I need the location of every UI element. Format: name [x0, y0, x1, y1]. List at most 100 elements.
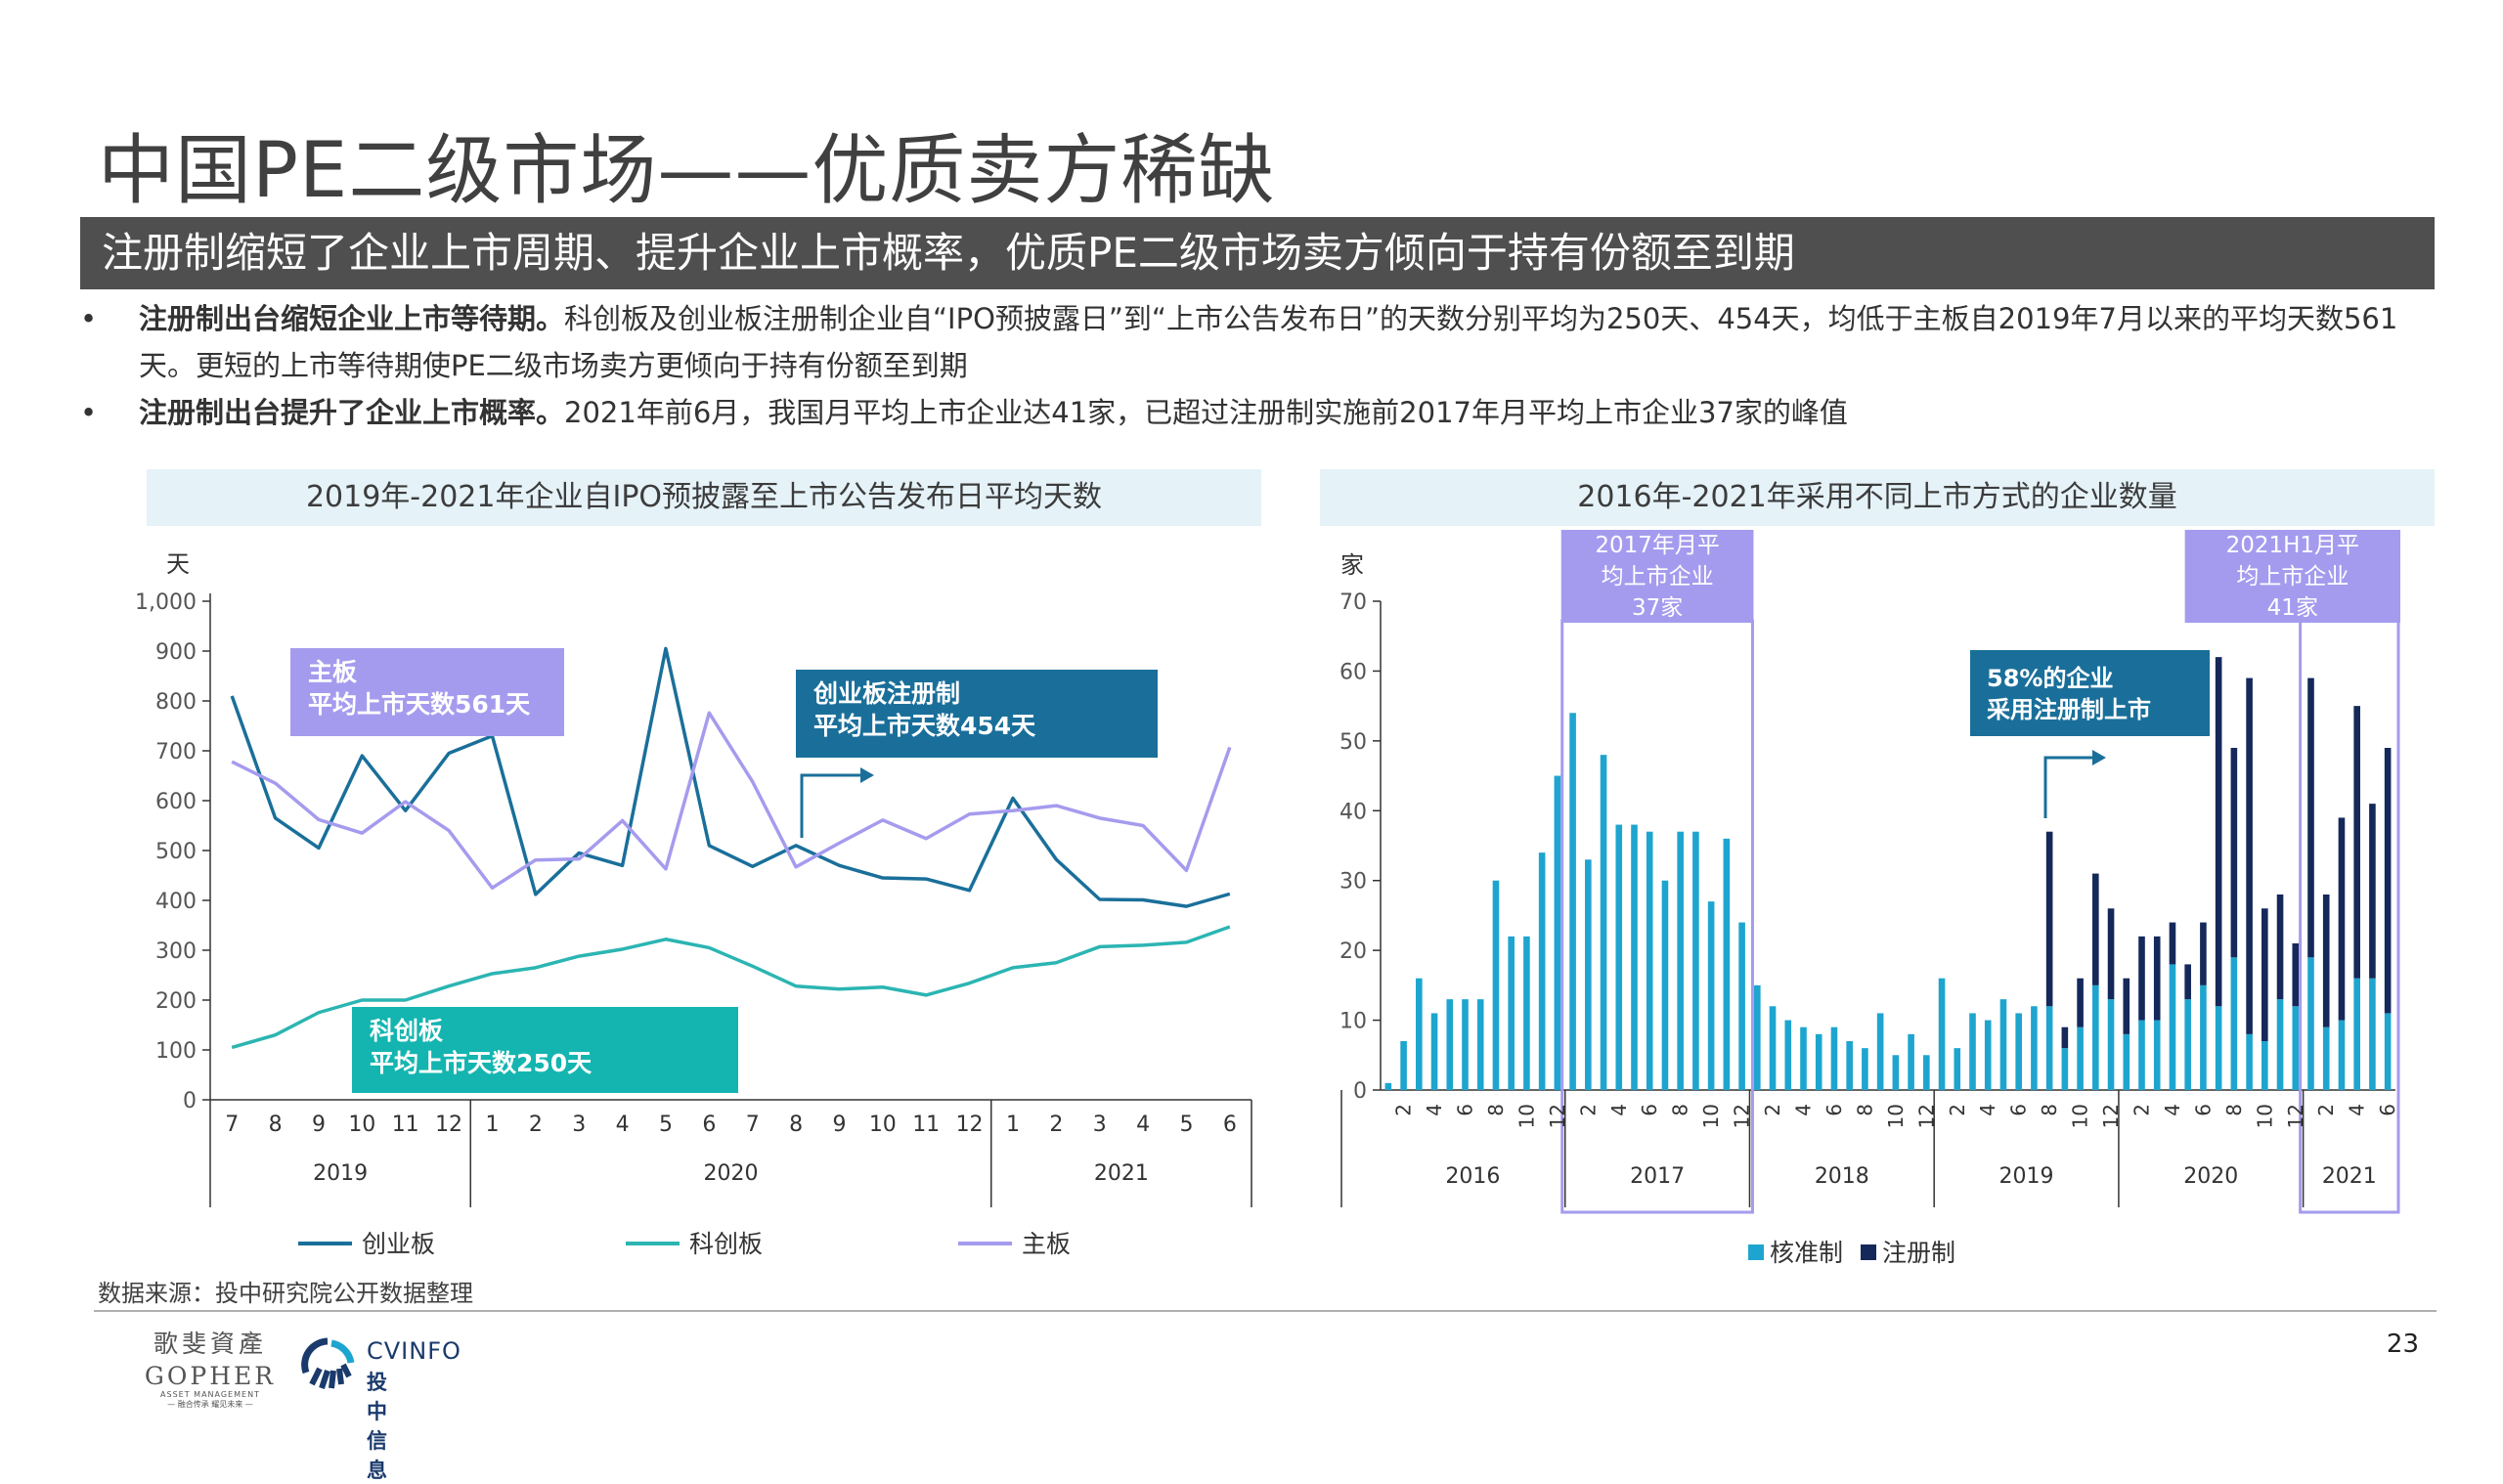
bar-zhuce [2292, 943, 2300, 1007]
bar-hezhun [2092, 984, 2099, 1090]
bar-zhuce [2169, 922, 2176, 965]
page-number: 23 [2386, 1330, 2419, 1359]
bar-hezhun [2061, 1048, 2069, 1090]
x-tick-label: 1 [1006, 1113, 1020, 1137]
bar-hezhun [1462, 999, 1469, 1090]
x-tick-label: 6 [702, 1113, 716, 1137]
y-tick-label: 900 [155, 640, 197, 665]
cyb-annotation-label: 创业板注册制 [812, 679, 960, 708]
x-group-label: 2020 [2183, 1164, 2238, 1189]
bar-hezhun [1800, 1026, 1807, 1090]
footer-divider [94, 1310, 2437, 1312]
x-tick-label: 2 [2130, 1104, 2154, 1116]
x-group-label: 2021 [2322, 1164, 2377, 1189]
bar-hezhun [1430, 1013, 1438, 1090]
x-tick-label: 9 [312, 1113, 326, 1137]
bullet-list: • 注册制出台缩短企业上市等待期。科创板及创业板注册制企业自“IPO预披露日”到“… [80, 295, 2427, 436]
cvinfo-logo: CVINFO 投中信息 [298, 1337, 461, 1482]
x-tick-label: 10 [2069, 1104, 2092, 1128]
bar-hezhun [2230, 957, 2238, 1090]
bar-hezhun [1999, 999, 2007, 1090]
cvinfo-cn: 投中信息 [367, 1371, 387, 1482]
bar-zhuce [2138, 936, 2145, 1021]
x-group-label: 2021 [1094, 1161, 1149, 1186]
bar-hezhun [1476, 999, 1484, 1090]
bar-hezhun [1600, 755, 1607, 1090]
bar-hezhun [1784, 1020, 1792, 1090]
x-group-label: 2017 [1630, 1164, 1685, 1189]
x-tick-label: 2 [1946, 1104, 1969, 1116]
bar-hezhun [2384, 1013, 2392, 1090]
bar-zhuce [2338, 817, 2346, 1021]
y-tick-label: 300 [155, 939, 197, 964]
y-tick-label: 600 [155, 790, 197, 814]
line-chart: 天 0 100 200 300 400 500 600 700 800 900 1,000 7 8 9 10 1… [135, 550, 1252, 1258]
x-tick-label: 6 [2191, 1104, 2215, 1116]
annotation-zhuce-label: 采用注册制上市 [1987, 696, 2151, 723]
bar-hezhun [2153, 1020, 2161, 1090]
legend-label: 主板 [1022, 1230, 1071, 1258]
bar-hezhun [2107, 999, 2115, 1090]
y-tick-label: 500 [155, 840, 197, 864]
bar-hezhun [1815, 1033, 1822, 1090]
series-line-cyb [230, 646, 1231, 908]
x-tick-label: 10 [1884, 1104, 1908, 1128]
bar-hezhun [1569, 713, 1576, 1090]
bar-zhuce [2307, 677, 2314, 958]
cvinfo-en: CVINFO [367, 1337, 461, 1365]
x-tick-label: 1 [485, 1113, 499, 1137]
gopher-logo-cn: 歌斐資產 [153, 1330, 267, 1358]
annotation-2017-label: 2017年月平 [1595, 533, 1720, 558]
y-tick-label: 200 [155, 989, 197, 1014]
bar-hezhun [2200, 984, 2207, 1090]
bar-hezhun [1769, 1006, 1777, 1090]
bar-zhuce [2215, 657, 2222, 1007]
annotation-2021-label: 均上市企业 [2236, 564, 2349, 589]
x-tick-label: 6 [1223, 1113, 1237, 1137]
y-tick-label: 100 [155, 1039, 197, 1064]
annotation-zhuce-label: 58%的企业 [1987, 665, 2113, 692]
bar-hezhun [2015, 1013, 2022, 1090]
bar-zhuce [2261, 908, 2268, 1041]
x-tick-label: 2 [1576, 1104, 1600, 1116]
x-tick-label: 10 [1699, 1104, 1723, 1128]
x-tick-label: 3 [572, 1113, 586, 1137]
bar-zhuce [2061, 1026, 2069, 1049]
bar-zhuce [2384, 748, 2392, 1014]
cyb-arrow [800, 773, 860, 838]
x-tick-label: 3 [1093, 1113, 1107, 1137]
annotation-zhuce-box [1970, 650, 2210, 736]
legend-label: 核准制 [1770, 1239, 1843, 1267]
x-tick-label: 8 [1853, 1104, 1876, 1116]
x-tick-label: 7 [746, 1113, 760, 1137]
x-tick-label: 2 [1049, 1113, 1063, 1137]
x-group-label: 2019 [313, 1161, 368, 1186]
bar-zhuce [2369, 804, 2376, 979]
bullet-dot: • [80, 396, 98, 429]
x-tick-label: 10 [1515, 1104, 1538, 1128]
x-tick-label: 2 [1392, 1104, 1416, 1116]
x-tick-label: 5 [659, 1113, 673, 1137]
bar-hezhun [1677, 831, 1684, 1090]
bar-zhuce [2107, 908, 2115, 1000]
x-tick-label: 6 [1822, 1104, 1846, 1116]
x-tick-label: 8 [269, 1113, 283, 1137]
zb-annotation-label: 平均上市天数561天 [308, 690, 530, 719]
x-tick-label: 7 [225, 1113, 239, 1137]
gopher-logo-sub: ASSET MANAGEMENT [160, 1390, 260, 1399]
y-tick-label: 10 [1339, 1010, 1367, 1034]
bar-hezhun [2077, 1026, 2084, 1090]
kcb-annotation-box [352, 1007, 738, 1093]
bar-hezhun [1954, 1048, 1961, 1090]
bullet-text: 2021年前6月，我国月平均上市企业达41家，已超过注册制实施前2017年月平均… [564, 396, 1848, 429]
line-chart-title: 2019年-2021年企业自IPO预披露至上市公告发布日平均天数 [147, 469, 1261, 526]
bar-zhuce [2123, 978, 2130, 1034]
bar-zhuce [2276, 895, 2284, 1000]
bar-hezhun [1446, 999, 1454, 1090]
x-group-label: 2020 [704, 1161, 759, 1186]
gopher-logo-en: GOPHER [144, 1362, 277, 1390]
bar-hezhun [1416, 978, 1423, 1090]
legend-swatch-hezhun [1748, 1244, 1764, 1260]
bar-hezhun [1631, 824, 1638, 1090]
